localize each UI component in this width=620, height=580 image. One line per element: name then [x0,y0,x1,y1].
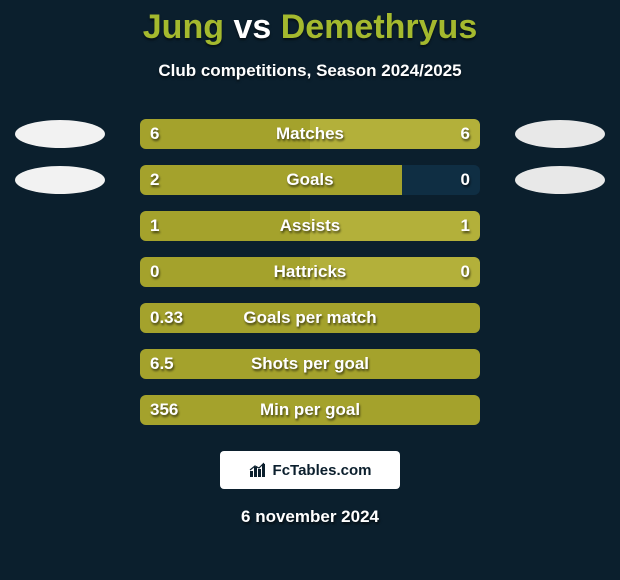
bar-right-fill [310,257,480,287]
bar-track [140,257,480,287]
player-avatar-left [15,166,105,194]
bar-track [140,211,480,241]
stat-row: Goals per match0.33 [0,295,620,341]
title-vs: vs [233,8,271,46]
infographic: Jung vs Demethryus Club competitions, Se… [0,0,620,580]
bar-right-fill [310,211,480,241]
bar-left-fill [140,395,480,425]
bar-left-fill [140,303,480,333]
stat-row: Hattricks00 [0,249,620,295]
subtitle: Club competitions, Season 2024/2025 [0,61,620,81]
bar-track [140,165,480,195]
player-avatar-right [515,166,605,194]
stat-row: Matches66 [0,111,620,157]
attribution-badge: FcTables.com [220,451,400,489]
comparison-bars: Matches66Goals20Assists11Hattricks00Goal… [0,111,620,433]
stat-row: Shots per goal6.5 [0,341,620,387]
chart-icon [249,462,267,478]
bar-track [140,395,480,425]
bar-track [140,119,480,149]
stat-row: Min per goal356 [0,387,620,433]
title-left-name: Jung [143,8,224,46]
title-right-name: Demethryus [281,8,478,46]
bar-left-fill [140,257,310,287]
bar-left-fill [140,119,310,149]
bar-track [140,303,480,333]
date-text: 6 november 2024 [0,507,620,527]
player-avatar-left [15,120,105,148]
bar-right-fill [310,119,480,149]
player-avatar-right [515,120,605,148]
bar-left-fill [140,349,480,379]
bar-left-fill [140,211,310,241]
attribution-text: FcTables.com [273,462,372,479]
stat-row: Assists11 [0,203,620,249]
stat-row: Goals20 [0,157,620,203]
bar-left-fill [140,165,402,195]
bar-track [140,349,480,379]
page-title: Jung vs Demethryus [0,0,620,47]
